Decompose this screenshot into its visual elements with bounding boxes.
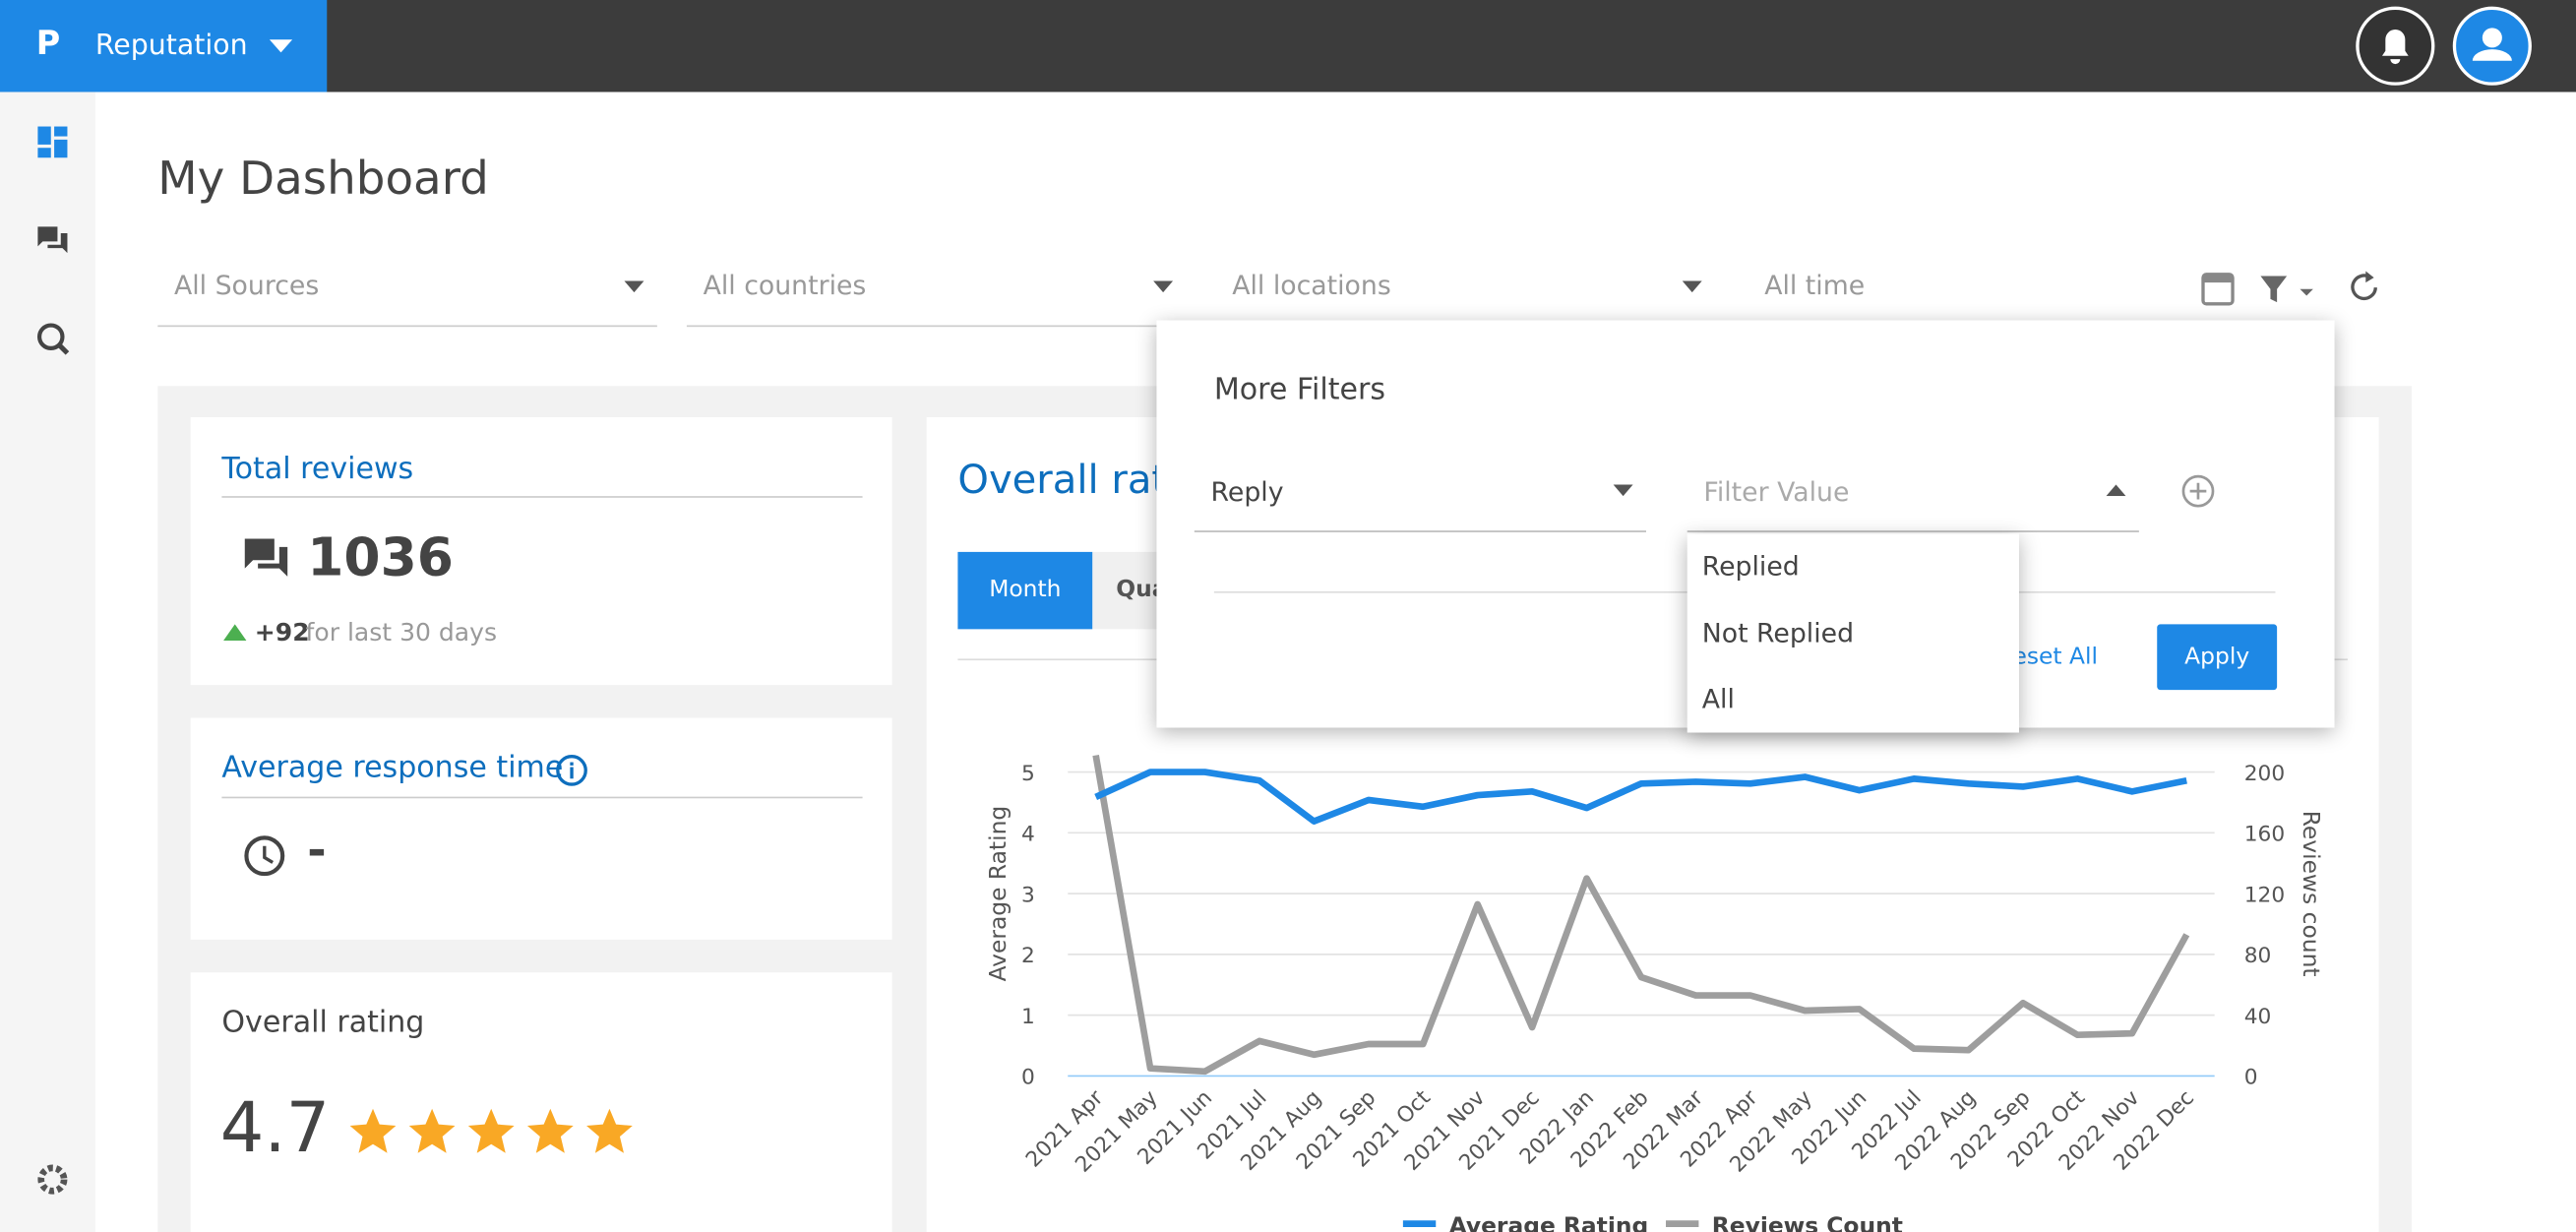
stars bbox=[349, 1108, 633, 1153]
reset[interactable] bbox=[2351, 274, 2377, 301]
settings[interactable] bbox=[37, 1164, 68, 1195]
y2-tick-label: 200 bbox=[2244, 762, 2285, 786]
delta-text: for last 30 days bbox=[305, 617, 498, 647]
y2-tick-label: 40 bbox=[2244, 1005, 2272, 1029]
y2-tick-label: 160 bbox=[2244, 823, 2285, 847]
value-select[interactable]: Filter Value bbox=[1687, 464, 2139, 532]
card-title: Average response time bbox=[221, 751, 863, 799]
filter-locations[interactable]: All locations bbox=[1215, 263, 1716, 328]
card-overall-rating: Overall rating 4.7 bbox=[190, 972, 892, 1232]
delta: +92 bbox=[254, 617, 310, 647]
top-icons bbox=[2356, 6, 2532, 86]
series-line bbox=[1092, 755, 2190, 1076]
tab-month[interactable]: Month bbox=[957, 551, 1093, 630]
logo: P bbox=[35, 23, 61, 63]
y2-tick-label: 120 bbox=[2244, 883, 2285, 907]
nav-search[interactable] bbox=[36, 323, 70, 355]
total-value: 1036 bbox=[307, 525, 454, 588]
card-title: Overall rating bbox=[221, 1005, 425, 1040]
field-text: Reply bbox=[1210, 476, 1284, 508]
top-bar bbox=[0, 0, 2576, 92]
y-tick-label: 1 bbox=[1021, 1005, 1035, 1029]
options-list: Replied Not Replied All bbox=[1687, 533, 2019, 733]
filter-time[interactable]: All time bbox=[1748, 263, 2175, 325]
filter-countries[interactable]: All countries bbox=[686, 263, 1187, 328]
option[interactable]: Not Replied bbox=[1701, 617, 1855, 649]
option[interactable]: All bbox=[1701, 683, 1735, 715]
filter-text: All Sources bbox=[173, 269, 320, 301]
more-filters[interactable] bbox=[2260, 276, 2288, 303]
y-tick-label: 2 bbox=[1021, 944, 1035, 968]
option[interactable]: Replied bbox=[1701, 550, 1800, 582]
y-tick-label: 0 bbox=[1021, 1066, 1035, 1090]
filter-sources[interactable]: All Sources bbox=[157, 263, 657, 328]
response-value: - bbox=[307, 823, 327, 878]
y-tick-label: 5 bbox=[1021, 762, 1035, 786]
popup-title: More Filters bbox=[1213, 372, 1386, 407]
card-total-reviews: Total reviews 1036 +92 for last 30 days bbox=[190, 417, 892, 686]
info[interactable] bbox=[555, 754, 587, 786]
filter-text: All time bbox=[1764, 269, 1866, 301]
caret bbox=[269, 39, 293, 53]
sidebar bbox=[0, 92, 95, 1232]
legend-label: Average Rating bbox=[1449, 1212, 1649, 1232]
y-axis-title: Average Rating bbox=[984, 806, 1012, 982]
filter-text: All locations bbox=[1232, 269, 1391, 301]
add-filter[interactable] bbox=[2180, 473, 2217, 510]
y-tick-label: 4 bbox=[1021, 823, 1035, 847]
app-switcher[interactable]: P Reputation bbox=[0, 0, 328, 92]
y2-axis-title: Reviews count bbox=[2298, 811, 2325, 977]
y2-tick-label: 0 bbox=[2244, 1066, 2258, 1090]
app-name: Reputation bbox=[94, 30, 248, 63]
rating-value: 4.7 bbox=[219, 1087, 331, 1168]
chart: 0 1 2 3 4 5 0 40 80 120 160 200 Average Rating Review… bbox=[984, 755, 2325, 1232]
sidebar-icons bbox=[36, 126, 70, 1195]
card-response-time: Average response time - bbox=[190, 717, 892, 940]
filter-tools bbox=[2201, 271, 2377, 306]
y-tick-label: 3 bbox=[1021, 883, 1035, 907]
legend-label: Reviews Count bbox=[1712, 1212, 1903, 1232]
series-line bbox=[1094, 769, 2187, 825]
value-placeholder: Filter Value bbox=[1703, 476, 1850, 508]
card-title: Total reviews bbox=[221, 452, 863, 498]
nav-reviews[interactable] bbox=[37, 226, 68, 254]
field-select[interactable]: Reply bbox=[1194, 464, 1646, 532]
apply[interactable]: Apply bbox=[2157, 624, 2278, 691]
nav-dashboard[interactable] bbox=[37, 126, 68, 158]
filter-text: All countries bbox=[703, 269, 867, 301]
page-title: My Dashboard bbox=[157, 151, 489, 206]
y2-tick-label: 80 bbox=[2244, 944, 2272, 968]
